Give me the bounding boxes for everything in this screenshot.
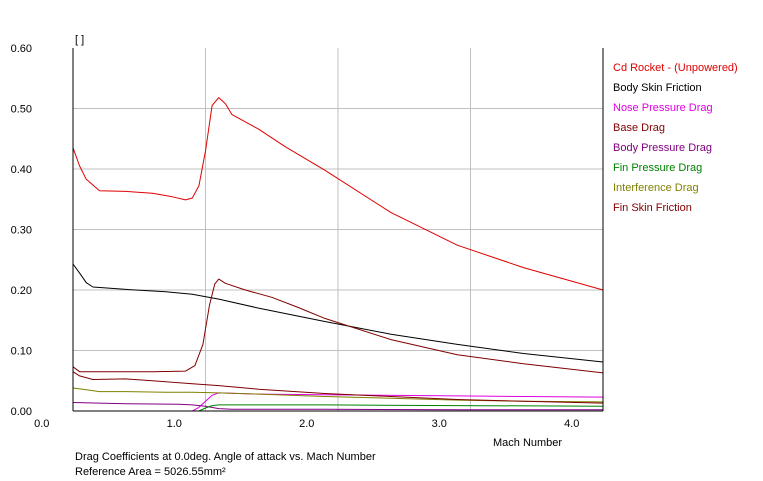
series-line-7 <box>72 387 604 403</box>
y-tick-label: 0.40 <box>11 164 32 176</box>
grid-lines <box>73 48 603 411</box>
legend-entry-6: Fin Pressure Drag <box>613 162 702 174</box>
x-tick-label: 1.0 <box>167 418 182 430</box>
x-tick-label: 2.0 <box>299 418 314 430</box>
series-line-2 <box>72 263 604 363</box>
x-tick-label: 0.0 <box>34 418 49 430</box>
x-tick-label: 3.0 <box>432 418 447 430</box>
tick-labels: 0.00 0.10 0.20 0.30 0.40 0.50 0.60 0.0 1.0 2.0 3.0… <box>11 34 580 449</box>
series-line-3 <box>73 392 604 412</box>
y-tick-label: 0.00 <box>11 406 32 418</box>
y-tick-label: 0.50 <box>11 104 32 116</box>
y-tick-label: 0.10 <box>11 346 32 358</box>
x-tick-label: 4.0 <box>564 418 579 430</box>
legend-entry-8: Fin Skin Friction <box>613 202 692 214</box>
x-axis-label: Mach Number <box>493 437 562 449</box>
legend: Cd Rocket - (Unpowered) Body Skin Frictio… <box>613 62 738 214</box>
legend-entry-1: Cd Rocket - (Unpowered) <box>613 62 738 74</box>
chart-caption-line1: Drag Coefficients at 0.0deg. Angle of at… <box>75 451 376 463</box>
legend-entry-5: Body Pressure Drag <box>613 142 712 154</box>
series-line-1 <box>72 97 604 291</box>
chart-caption-line2: Reference Area = 5026.55mm² <box>75 466 226 478</box>
y-tick-label: 0.20 <box>11 285 32 297</box>
legend-entry-7: Interference Drag <box>613 182 699 194</box>
series-line-5 <box>72 402 603 411</box>
y-axis-label: [ ] <box>75 34 84 46</box>
y-tick-label: 0.60 <box>11 43 32 55</box>
y-tick-label: 0.30 <box>11 225 32 237</box>
legend-entry-2: Body Skin Friction <box>613 82 702 94</box>
legend-entry-3: Nose Pressure Drag <box>613 102 713 114</box>
series-line-4 <box>72 278 604 374</box>
series-line-8 <box>72 371 604 404</box>
axes <box>72 48 604 412</box>
legend-entry-4: Base Drag <box>613 122 665 134</box>
